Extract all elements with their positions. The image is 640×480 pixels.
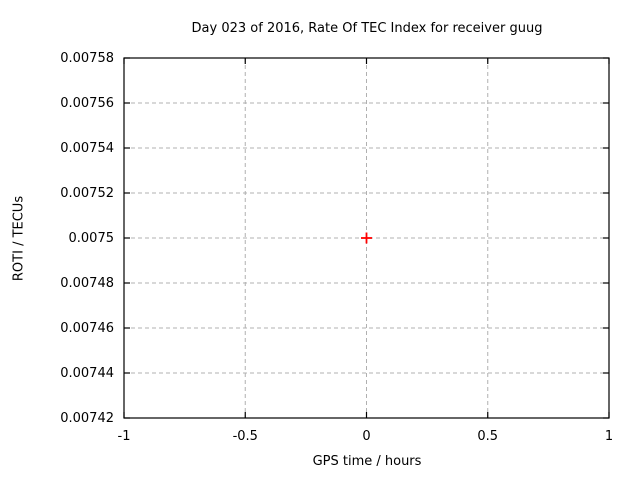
x-axis-label: GPS time / hours bbox=[312, 454, 422, 469]
x-tick-label: -1 bbox=[118, 429, 131, 444]
chart-title: Day 023 of 2016, Rate Of TEC Index for r… bbox=[191, 21, 543, 36]
y-tick-label: 0.00756 bbox=[60, 96, 114, 111]
y-tick-label: 0.00754 bbox=[60, 141, 114, 156]
y-tick-label: 0.0075 bbox=[69, 231, 115, 246]
y-tick-label: 0.00748 bbox=[60, 276, 114, 291]
x-tick-label: 0.5 bbox=[477, 429, 498, 444]
y-tick-label: 0.00752 bbox=[60, 186, 114, 201]
x-tick-label: 0 bbox=[362, 429, 370, 444]
x-tick-label: 1 bbox=[605, 429, 613, 444]
y-axis-label: ROTI / TECUs bbox=[11, 195, 27, 282]
y-tick-label: 0.00742 bbox=[60, 411, 114, 426]
x-tick-label: -0.5 bbox=[233, 429, 258, 444]
y-tick-label: 0.00744 bbox=[60, 366, 114, 381]
y-tick-label: 0.00758 bbox=[60, 51, 114, 66]
y-tick-label: 0.00746 bbox=[60, 321, 114, 336]
